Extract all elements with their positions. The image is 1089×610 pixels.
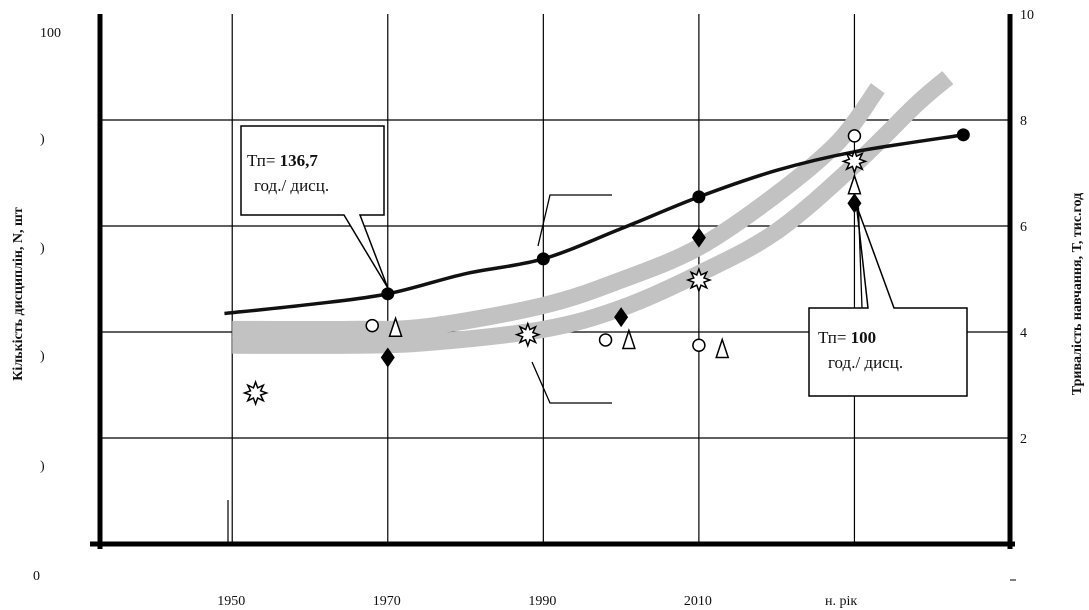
marker-filled-circle [381, 287, 395, 301]
y-left-tick-label: 100 [40, 26, 61, 41]
axes [90, 14, 1016, 581]
marker-filled-circle [692, 190, 706, 204]
leader-line-upper [537, 194, 612, 247]
marker-filled-diamond [380, 347, 395, 368]
marker-filled-circle [536, 252, 550, 266]
callout-left: Тп= 136,7 год./ дисц. [240, 125, 389, 289]
callout-prefix: Тп= [247, 151, 280, 170]
callouts: Тп= 136,7 год./ дисц. Тп= 100 год./ дисц. [240, 125, 968, 397]
y-left-tick-label: 0 [33, 569, 40, 584]
marker-open-circle [598, 333, 613, 347]
series-leader-lines [531, 194, 612, 404]
marker-star [685, 266, 713, 294]
marker-star [242, 379, 269, 407]
callout-text-line1: Тп= 100 [818, 328, 876, 347]
y-left-tick-label: ) [40, 459, 45, 474]
y-right-axis-label: Тривалість навчання, T, тис.год [1070, 193, 1085, 395]
y-left-tick-label: ) [40, 241, 45, 256]
y-right-tick-label: 2 [1020, 432, 1027, 447]
x-tick-label: 1950 [217, 594, 245, 609]
marker-filled-diamond [614, 307, 629, 328]
marker-star [514, 321, 542, 348]
callout-box [240, 125, 389, 289]
marker-open-circle [847, 129, 862, 143]
marker-filled-diamond [691, 227, 706, 248]
marker-star [841, 148, 868, 175]
data-markers [242, 128, 970, 407]
callout-value: 136,7 [280, 151, 319, 170]
marker-open-triangle [388, 315, 403, 338]
leader-line-lower [531, 361, 612, 404]
marker-open-circle [692, 338, 706, 352]
marker-filled-diamond [847, 193, 862, 214]
callout-box [808, 204, 968, 397]
y-right-tick-label: 10 [1020, 8, 1034, 23]
y-right-tick-label: 4 [1020, 326, 1027, 341]
marker-filled-circle [956, 128, 970, 142]
callout-prefix: Тп= [818, 328, 851, 347]
x-axis-label: н. рік [825, 594, 857, 609]
marker-open-circle [365, 318, 379, 333]
callout-text-line2: год./ дисц. [828, 353, 903, 372]
y-left-tick-label: ) [40, 132, 45, 147]
callout-right: Тп= 100 год./ дисц. [808, 204, 968, 397]
series-lines [224, 133, 964, 316]
x-tick-label: 1990 [528, 594, 556, 609]
y-right-tick-label: 6 [1020, 220, 1027, 235]
trend-band-6 [232, 71, 954, 354]
y-right-tick-label: 8 [1020, 114, 1027, 129]
y-left-tick-label: ) [40, 349, 45, 364]
x-tick-label: 2010 [684, 594, 712, 609]
callout-value: 100 [851, 328, 877, 347]
marker-open-triangle [621, 328, 636, 350]
series-line-0 [224, 133, 964, 316]
x-tick-label: 1970 [373, 594, 401, 609]
y-left-axis-label: Кількість дисциплін, N, шт [11, 207, 26, 381]
marker-open-triangle [715, 337, 730, 359]
callout-pointer [857, 207, 863, 309]
callout-text-line1: Тп= 136,7 [247, 151, 318, 170]
callout-text-line2: год./ дисц. [254, 176, 329, 195]
